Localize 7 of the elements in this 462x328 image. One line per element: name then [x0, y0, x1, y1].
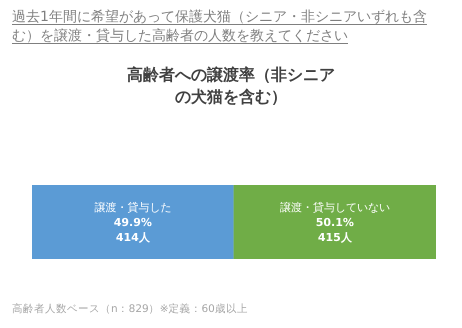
data-label: 49.9% 414人 [114, 216, 152, 244]
chart-title: 過去1年間に希望があって保護犬猫（シニア・非シニアいずれも含む）を譲渡・貸与した高齢者の人数を教えてください [12, 8, 428, 46]
series-label: 譲渡・貸与した [94, 200, 172, 214]
chart-subtitle: 高齢者への譲渡率（非シニアの犬猫を含む） [126, 64, 336, 108]
series-label: 譲渡・貸与していない [280, 200, 390, 214]
text: 高齢者人数ベース（n：829）※定義：60歳以上 [12, 302, 248, 316]
data-label: 50.1% 415人 [316, 216, 354, 244]
